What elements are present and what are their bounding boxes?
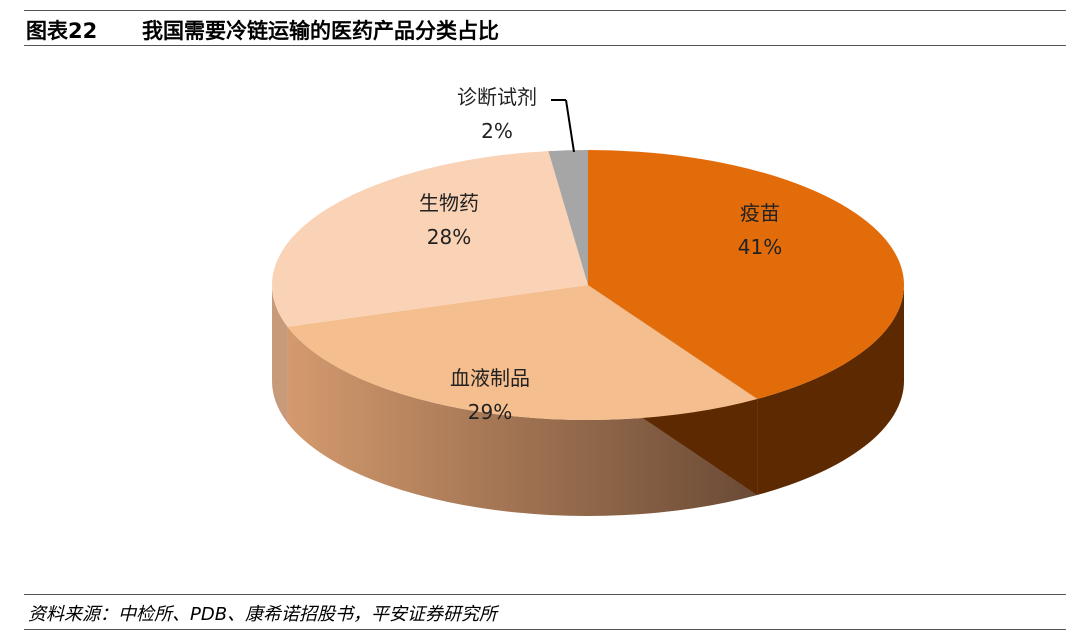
source-footer: 资料来源：中检所、PDB、康希诺招股书，平安证券研究所 [24,594,1066,630]
slice-value-blood-products: 29% [468,400,512,424]
pie-slice [588,150,905,399]
leader-line [565,99,575,153]
slice-label-blood-products: 血液制品 [450,366,530,390]
source-note: 资料来源：中检所、PDB、康希诺招股书，平安证券研究所 [28,604,498,625]
slice-label-biologics: 生物药 [419,191,479,215]
slice-value-vaccine: 41% [738,235,782,259]
pie-slice [548,150,588,285]
slice-value-diagnostic-reagents: 2% [481,119,513,143]
pie-top-faces [272,150,905,420]
pie-side-wall [272,285,288,423]
pie-side-wall [757,285,905,495]
slice-label-diagnostic-reagents: 诊断试剂 [457,85,537,109]
figure-header: 图表22 我国需要冷链运输的医药产品分类占比 [24,10,1066,46]
pie-slice [287,285,758,420]
slice-label-vaccine: 疫苗 [740,201,780,225]
pie-side-wall [287,326,758,516]
figure-title: 我国需要冷链运输的医药产品分类占比 [142,19,499,43]
pie-labels: 疫苗 41% 血液制品 29% 生物药 28% 诊断试剂 2% [419,85,782,424]
figure-number: 图表22 [26,19,98,43]
slice-value-biologics: 28% [427,225,471,249]
pie-slice [272,151,588,327]
